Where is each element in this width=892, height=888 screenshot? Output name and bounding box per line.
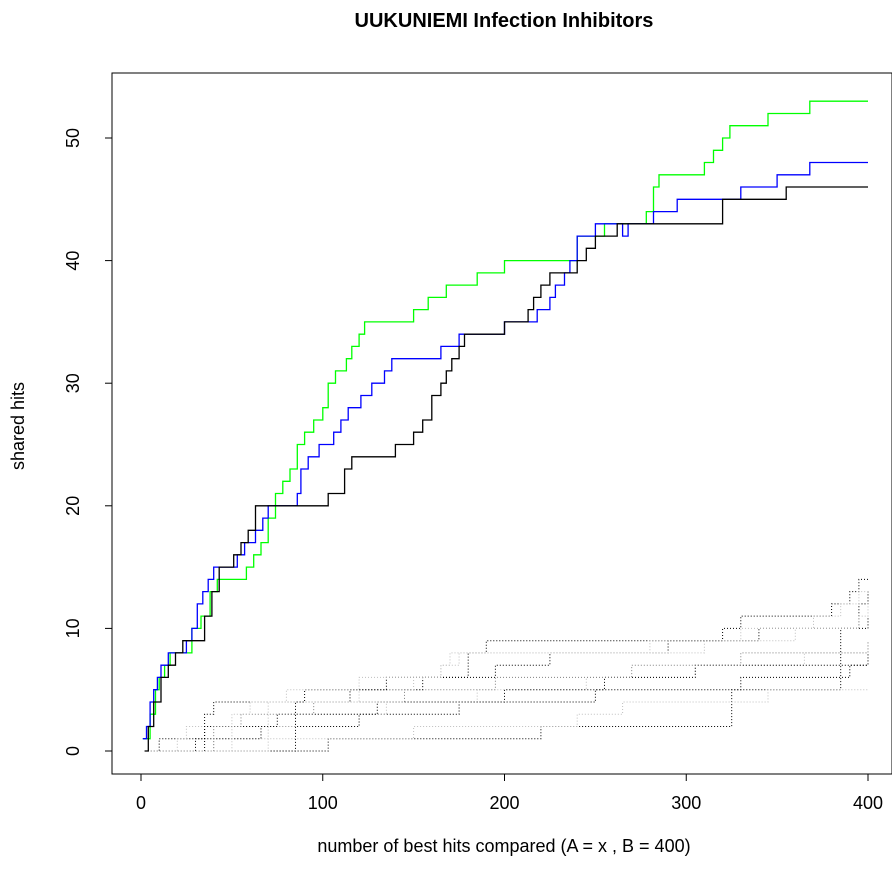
random-series-line-4 [144, 689, 868, 752]
y-axis: 0 10 20 30 40 50 [63, 128, 113, 756]
y-tick-label: 50 [63, 128, 83, 148]
random-series-line-9 [144, 591, 869, 752]
x-axis: 0 100 200 300 400 [136, 773, 883, 813]
chart-title: UUKUNIEMI Infection Inhibitors [355, 10, 654, 32]
series-line-1 [142, 161, 868, 740]
series-line-0 [142, 100, 868, 740]
series-line-2 [144, 186, 868, 752]
random-series-line-6 [144, 640, 869, 752]
y-axis-label: shared hits [8, 382, 28, 470]
x-tick-label: 0 [136, 793, 146, 813]
x-tick-label: 400 [853, 793, 883, 813]
y-tick-label: 30 [63, 373, 83, 393]
x-tick-label: 100 [308, 793, 338, 813]
x-tick-label: 200 [489, 793, 519, 813]
y-tick-label: 0 [63, 746, 83, 756]
random-series-line-7 [144, 664, 868, 752]
random-series-line-8 [144, 640, 869, 752]
y-tick-label: 10 [63, 618, 83, 638]
random-series-line-3 [144, 616, 869, 752]
random-series-line-12 [144, 591, 868, 752]
series-layer [142, 100, 869, 752]
y-tick-label: 40 [63, 251, 83, 271]
x-tick-label: 300 [671, 793, 701, 813]
x-axis-label: number of best hits compared (A = x , B … [317, 836, 690, 856]
plot-frame [111, 72, 892, 775]
y-tick-label: 20 [63, 496, 83, 516]
